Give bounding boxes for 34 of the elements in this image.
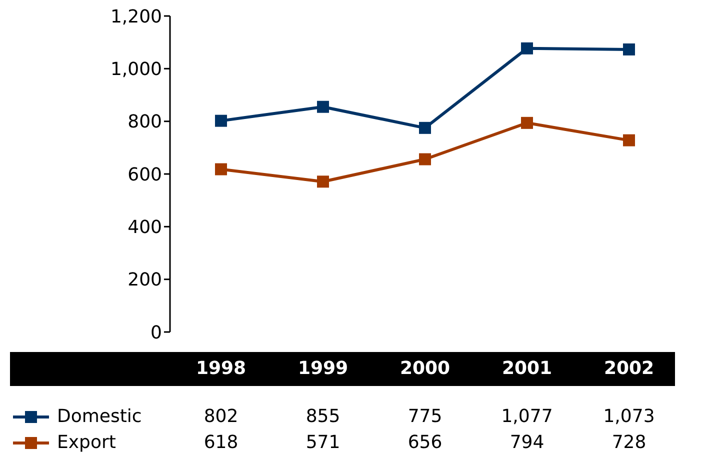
data-label: 855 <box>304 406 342 427</box>
data-label: 728 <box>610 432 648 453</box>
y-tick-label: 0 <box>150 322 162 344</box>
y-tick-label: 800 <box>128 112 162 133</box>
point <box>623 43 635 56</box>
data-label: 618 <box>202 432 240 453</box>
y-tick-label: 1,200 <box>110 6 162 28</box>
y-tick-label: 1,000 <box>110 59 162 80</box>
point <box>623 134 635 146</box>
point <box>521 42 533 54</box>
data-label: 1,073 <box>602 406 656 427</box>
x-tick-label: 2000 <box>400 358 450 379</box>
point <box>215 114 227 127</box>
x-tick-label: 1999 <box>298 358 348 379</box>
point <box>317 176 329 188</box>
data-label: 794 <box>508 432 546 453</box>
data-label: 775 <box>406 406 444 427</box>
data-label: 571 <box>304 432 342 453</box>
point <box>521 116 533 129</box>
data-label: 656 <box>406 432 444 453</box>
point <box>317 100 329 113</box>
point <box>215 163 227 176</box>
y-tick-label: 400 <box>128 217 162 238</box>
data-label: 1,077 <box>500 406 554 427</box>
y-tick-label: 200 <box>128 270 162 291</box>
x-tick-label: 1998 <box>196 358 246 379</box>
legend-label: Domestic <box>57 406 142 427</box>
x-tick-label: 2001 <box>502 358 552 379</box>
x-tick-label: 2002 <box>604 358 654 379</box>
data-label: 802 <box>202 406 240 427</box>
point <box>419 122 431 134</box>
point <box>419 153 431 166</box>
legend-label: Export <box>57 432 116 453</box>
y-tick-label: 600 <box>128 164 162 186</box>
